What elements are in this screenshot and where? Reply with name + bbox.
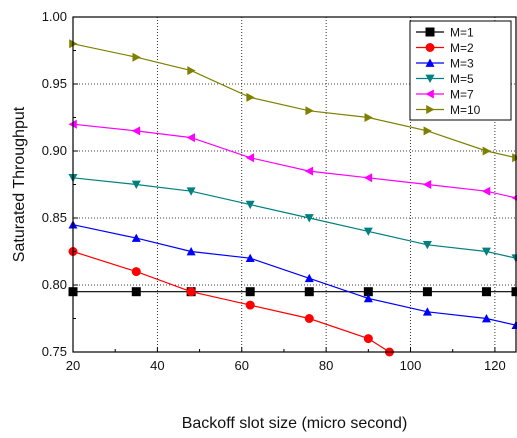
data-point xyxy=(422,240,432,250)
data-point xyxy=(304,314,314,323)
data-point xyxy=(131,287,141,297)
data-point xyxy=(304,166,314,176)
series-M=7 xyxy=(68,119,517,201)
data-point xyxy=(131,126,141,136)
x-tick-label: 20 xyxy=(66,358,80,373)
y-tick-label: 0.95 xyxy=(42,76,67,91)
legend-label: M=1 xyxy=(450,26,474,40)
legend-label: M=5 xyxy=(450,72,474,86)
data-point xyxy=(186,287,196,297)
legend-item: M=5 xyxy=(416,72,474,86)
data-point xyxy=(304,287,314,297)
data-point xyxy=(245,200,255,210)
y-tick-label: 0.85 xyxy=(42,210,67,225)
y-tick-label: 0.80 xyxy=(42,277,67,292)
data-point xyxy=(422,180,432,189)
legend-label: M=2 xyxy=(450,41,474,55)
legend-item: M=7 xyxy=(416,88,474,102)
y-axis-title: Saturated Throughput xyxy=(11,106,28,262)
legend-marker xyxy=(425,58,435,67)
x-tick-label: 100 xyxy=(400,358,422,373)
data-point xyxy=(422,287,432,297)
legend-box xyxy=(409,20,512,121)
legend-item: M=2 xyxy=(416,41,474,55)
data-point xyxy=(481,247,491,256)
x-axis-title: Backoff slot size (micro second) xyxy=(182,415,408,432)
data-point xyxy=(304,214,314,223)
data-point xyxy=(363,287,373,297)
legend-item: M=3 xyxy=(416,57,474,71)
axis-ticks: 20 40 60 80 100 120 0.75 0.80 0.85 0.90 0.95 1.00 xyxy=(42,9,506,373)
legend-item: M=1 xyxy=(416,26,474,40)
data-point xyxy=(364,113,373,122)
data-point xyxy=(186,133,195,143)
x-tick-label: 80 xyxy=(319,358,333,373)
data-point xyxy=(363,227,373,236)
series-M=3 xyxy=(68,220,517,330)
x-tick-label: 120 xyxy=(484,358,506,373)
legend-marker xyxy=(425,89,434,99)
x-tick-label: 60 xyxy=(235,358,249,373)
data-point xyxy=(246,92,255,102)
data-point xyxy=(132,52,141,62)
data-point xyxy=(363,293,373,303)
legend: M=1M=2 M=3M=5 M=7M=10 xyxy=(409,20,512,121)
data-point xyxy=(363,173,373,183)
data-point xyxy=(422,307,432,316)
data-point xyxy=(131,267,141,277)
data-point xyxy=(245,287,255,297)
data-point xyxy=(131,180,141,189)
legend-marker xyxy=(425,27,435,37)
data-point xyxy=(481,186,491,196)
data-point xyxy=(186,247,196,256)
legend-marker xyxy=(425,43,435,52)
series-M=5 xyxy=(68,173,517,263)
y-tick-label: 1.00 xyxy=(42,9,67,24)
data-point xyxy=(245,300,255,310)
x-tick-label: 40 xyxy=(150,358,164,373)
data-point xyxy=(363,334,373,344)
data-point xyxy=(245,253,255,263)
data-point xyxy=(423,126,432,136)
data-point xyxy=(245,153,255,163)
legend-label: M=7 xyxy=(450,88,474,102)
y-tick-label: 0.75 xyxy=(42,344,67,359)
legend-item: M=10 xyxy=(416,103,481,117)
legend-marker xyxy=(426,105,435,114)
data-point xyxy=(481,314,491,323)
data-point xyxy=(187,66,196,76)
data-point xyxy=(131,233,141,242)
data-point xyxy=(304,273,314,283)
legend-label: M=3 xyxy=(450,57,474,71)
data-point xyxy=(305,106,314,116)
data-point xyxy=(481,287,491,297)
data-point xyxy=(482,146,491,156)
legend-marker xyxy=(425,74,435,83)
data-point xyxy=(511,287,517,297)
y-tick-label: 0.90 xyxy=(42,143,67,158)
data-point xyxy=(186,187,196,196)
series-M=10 xyxy=(69,39,517,163)
legend-label: M=10 xyxy=(450,103,481,117)
